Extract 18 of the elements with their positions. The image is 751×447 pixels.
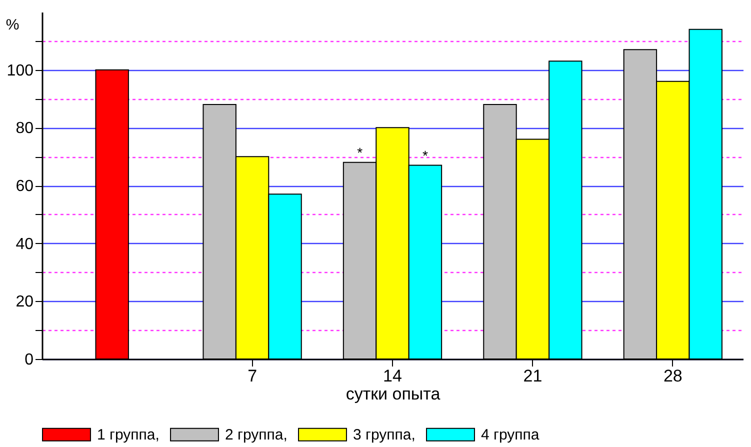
y-tick-label: 20 [16, 294, 34, 311]
x-tick-label: 21 [523, 366, 542, 386]
y-axis-title: % [6, 16, 20, 34]
x-tick-label: 28 [663, 366, 682, 386]
y-tick-label: 100 [6, 62, 34, 80]
legend-label: 2 группа, [225, 426, 288, 444]
x-axis-title: сутки опыта [346, 384, 441, 404]
y-tick-label: 80 [16, 120, 34, 138]
data-label: * [422, 147, 428, 164]
legend-label: 1 группа, [97, 426, 160, 444]
y-tick-label: 60 [16, 178, 34, 195]
data-label: * [357, 144, 364, 160]
y-tick-label: 40 [16, 236, 34, 253]
legend-label: 3 группа, [353, 426, 416, 444]
legend-label: 4 группа [481, 426, 540, 444]
y-tick-label: 0 [24, 352, 34, 368]
x-tick-label: 14 [383, 366, 402, 386]
x-tick-label: 7 [248, 366, 258, 386]
